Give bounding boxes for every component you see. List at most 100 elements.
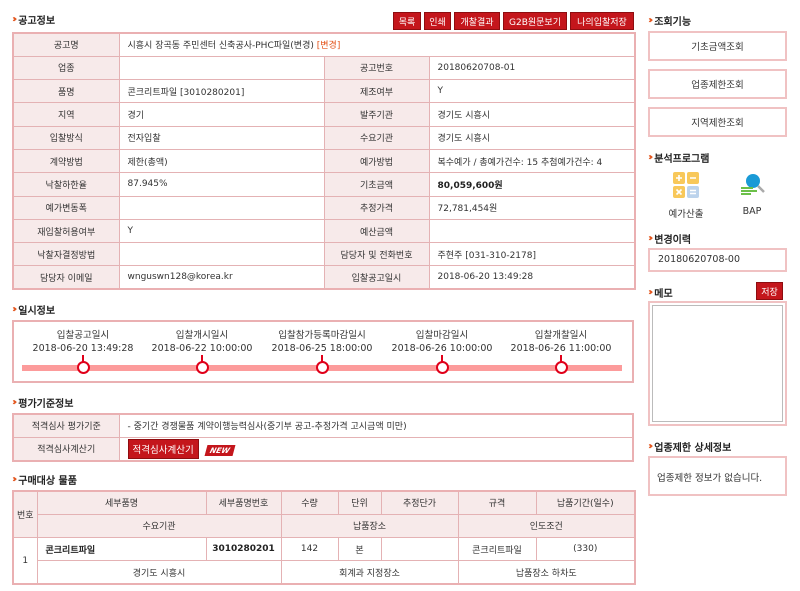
section-title-text: 일시정보 (18, 306, 56, 317)
criteria-value: - 중기간 경쟁물품 계약이행능력심사(중기부 공고-추정가격 고시금액 미만) (118, 413, 634, 438)
calculator-label: 적격심사계산기 (12, 436, 120, 462)
item-place: 회계과 지정장소 (280, 560, 459, 585)
g2b-original-button[interactable]: G2B원문보기 (503, 12, 567, 30)
timeline-point (554, 361, 568, 374)
field-value: wnguswn128@korea.kr (118, 265, 325, 290)
memo-save-button[interactable]: 저장 (756, 282, 783, 300)
field-label: 입찰방식 (12, 125, 120, 150)
table-header-row: 번호 세부품명 세부품명번호 수량 단위 추정단가 규격 납품기간(일수) (12, 490, 636, 539)
field-value (118, 195, 325, 220)
timeline-tick (82, 355, 84, 362)
double-chevron-icon: ›› (648, 441, 654, 452)
criteria-label: 적격심사 평가기준 (12, 413, 120, 438)
item-agency: 경기도 시흥시 (36, 560, 282, 585)
field-label: 예가방법 (323, 148, 430, 174)
table-header-row: 수요기관 납품장소 인도조건 (13, 513, 636, 539)
memo-box (648, 301, 787, 426)
notice-name-label: 공고명 (12, 32, 120, 57)
timeline-date: 2018-06-25 18:00:00 (271, 343, 373, 354)
header-price: 추정단가 (380, 490, 459, 515)
section-title-text: 업종제한 상세정보 (654, 443, 732, 454)
field-label: 예산금액 (323, 218, 430, 244)
bap-program[interactable]: BAP (732, 172, 772, 217)
table-row: 낙찰하한율 87.945% 기초금액 80,059,600원 (12, 172, 636, 197)
section-title-text: 변경이력 (654, 235, 692, 246)
table-row: 적격심사 평가기준 - 중기간 경쟁물품 계약이행능력심사(중기부 공고-추정가격… (12, 413, 634, 438)
section-title-notice: ›› 공고정보 (12, 12, 55, 27)
field-value (118, 242, 325, 267)
field-label: 낙찰하한율 (12, 172, 120, 197)
new-badge: NEW (204, 444, 235, 456)
print-button[interactable]: 인쇄 (424, 12, 451, 30)
base-amount-lookup-button[interactable]: 기초금액조회 (648, 31, 787, 61)
calculator-icon (673, 172, 699, 198)
field-label: 발주기관 (323, 102, 430, 127)
timeline-point (315, 361, 329, 374)
program-label: 예가산출 (668, 209, 704, 220)
timeline-item: 입찰공고일시 2018-06-20 13:49:28 (23, 329, 143, 355)
price-calc-program[interactable]: 예가산출 (664, 172, 708, 220)
field-label: 수요기관 (323, 125, 430, 150)
field-value: 제한(총액) (118, 148, 325, 174)
header-code: 세부품명번호 (205, 490, 282, 515)
section-title-evaluation: ›› 평가기준정보 (12, 395, 73, 410)
industry-restriction-lookup-button[interactable]: 업종제한조회 (648, 69, 787, 99)
item-period: (330) (535, 537, 636, 562)
section-title-history: ›› 변경이력 (648, 231, 691, 246)
items-table: 번호 세부품명 세부품명번호 수량 단위 추정단가 규격 납품기간(일수) 수요… (12, 490, 636, 586)
region-restriction-lookup-button[interactable]: 지역제한조회 (648, 107, 787, 137)
section-title-text: 메모 (654, 289, 673, 300)
section-title-lookup: ›› 조회기능 (648, 13, 691, 28)
timeline-point (76, 361, 90, 374)
field-value: 복수예가 / 총예가건수: 15 추첨예가건수: 4 (428, 148, 636, 174)
timeline-date: 2018-06-20 13:49:28 (32, 343, 134, 354)
table-row: 공고명 시흥시 장곡동 주민센터 신축공사-PHC파일(변경) [변경] (12, 32, 636, 57)
double-chevron-icon: ›› (12, 304, 18, 315)
header-terms: 인도조건 (457, 513, 636, 539)
timeline-label: 입찰개시일시 (175, 330, 229, 341)
section-title-text: 평가기준정보 (18, 399, 74, 410)
save-my-bid-button[interactable]: 나의입찰저장 (570, 12, 634, 30)
item-unit: 본 (337, 537, 382, 562)
timeline-date: 2018-06-22 10:00:00 (151, 343, 253, 354)
field-value: 주현주 [031-310-2178] (428, 242, 636, 267)
field-label: 낙찰자결정방법 (12, 242, 120, 267)
table-row: 계약방법 제한(총액) 예가방법 복수예가 / 총예가건수: 15 추첨예가건수… (12, 148, 636, 174)
double-chevron-icon: ›› (648, 15, 654, 26)
field-value: 72,781,454원 (428, 195, 636, 220)
history-item[interactable]: 20180620708-00 (648, 248, 787, 272)
timeline-date: 2018-06-26 11:00:00 (510, 343, 612, 354)
field-label: 제조여부 (323, 79, 430, 104)
field-value (428, 218, 636, 244)
memo-textarea[interactable] (652, 305, 783, 422)
section-title-analysis: ›› 분석프로그램 (648, 150, 709, 165)
header-spec: 규격 (457, 490, 537, 515)
double-chevron-icon: ›› (12, 397, 18, 408)
timeline-item: 입찰개찰일시 2018-06-26 11:00:00 (501, 329, 621, 355)
table-row: 적격심사계산기 적격심사계산기 NEW (12, 436, 634, 462)
header-agency: 수요기관 (36, 513, 282, 539)
qualification-calculator-button[interactable]: 적격심사계산기 (127, 438, 199, 459)
timeline-item: 입찰개시일시 2018-06-22 10:00:00 (142, 329, 262, 355)
notice-name-text: 시흥시 장곡동 주민센터 신축공사-PHC파일(변경) (127, 41, 314, 52)
field-label: 기초금액 (323, 172, 430, 197)
section-title-text: 분석프로그램 (654, 154, 710, 165)
opening-result-button[interactable]: 개찰결과 (454, 12, 500, 30)
item-no: 1 (12, 537, 38, 585)
notice-name-value: 시흥시 장곡동 주민센터 신축공사-PHC파일(변경) [변경] (118, 32, 636, 57)
table-row: 담당자 이메일 wnguswn128@korea.kr 입찰공고일시 2018-… (12, 265, 636, 290)
list-button[interactable]: 목록 (393, 12, 421, 30)
timeline-tick (201, 355, 203, 362)
evaluation-table: 적격심사 평가기준 - 중기간 경쟁물품 계약이행능력심사(중기부 공고-추정가격… (12, 413, 634, 462)
item-code: 3010280201 (205, 537, 282, 562)
table-row: 예가변동폭 추정가격 72,781,454원 (12, 195, 636, 220)
timeline-label: 입찰공고일시 (56, 330, 110, 341)
restriction-text: 업종제한 정보가 없습니다. (657, 473, 763, 484)
section-title-schedule: ›› 일시정보 (12, 302, 55, 317)
table-row: 품명 콘크리트파일 [3010280201] 제조여부 Y (12, 79, 636, 104)
restriction-info-box: 업종제한 정보가 없습니다. (648, 456, 787, 496)
timeline-point (435, 361, 449, 374)
header-unit: 단위 (337, 490, 382, 515)
table-row: 지역 경기 발주기관 경기도 시흥시 (12, 102, 636, 127)
field-value: 경기도 시흥시 (428, 125, 636, 150)
